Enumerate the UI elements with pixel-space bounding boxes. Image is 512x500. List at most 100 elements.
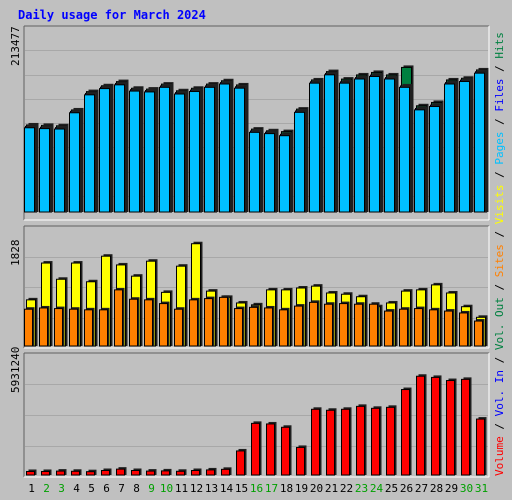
volume-bar <box>26 470 35 476</box>
pages-bar <box>264 133 275 213</box>
legend-separator: / <box>493 416 506 436</box>
volume-bar <box>326 409 335 476</box>
volume-bar <box>461 378 470 476</box>
pages-bar <box>414 109 425 213</box>
pages-bar <box>24 127 35 213</box>
sites-bar <box>24 308 33 347</box>
x-tick-label: 6 <box>103 482 110 495</box>
legend-item: Sites <box>493 244 506 277</box>
sites-bar <box>339 303 348 347</box>
x-tick-label: 28 <box>430 482 443 495</box>
sites-bar <box>54 308 63 347</box>
x-tick-label: 24 <box>370 482 384 495</box>
volume-bar <box>131 470 140 476</box>
x-tick-label: 25 <box>385 482 398 495</box>
volume-bar <box>41 470 50 476</box>
pages-bar <box>369 76 380 213</box>
volume-bar <box>416 375 425 476</box>
x-tick-label: 7 <box>118 482 125 495</box>
pages-bar <box>39 128 50 213</box>
x-tick-label: 14 <box>220 482 234 495</box>
sites-bar <box>474 320 483 347</box>
x-tick-label: 5 <box>88 482 95 495</box>
legend-item: Vol. Out <box>493 297 506 350</box>
legend-item: Vol. In <box>493 370 506 416</box>
sites-bar <box>39 307 48 347</box>
x-tick-label: 4 <box>73 482 80 495</box>
legend-item: Files <box>493 79 506 112</box>
volume-bar <box>266 423 275 476</box>
volume-bar <box>401 389 410 476</box>
x-tick-label: 3 <box>58 482 65 495</box>
legend-separator: / <box>493 277 506 297</box>
sites-bar <box>399 308 408 347</box>
volume-bar <box>206 469 215 476</box>
x-axis-day-labels: 1 2 3 4 5 6 7 8 9 10 11 12 13 14 15 16 17 18 19 20 21 22 23 24 2… <box>28 482 488 495</box>
sites-bar <box>444 310 453 347</box>
volume-bar <box>56 470 65 476</box>
pages-bar <box>54 128 65 213</box>
pages-bar <box>129 90 140 213</box>
x-tick-label: 31 <box>475 482 488 495</box>
sites-bar <box>84 309 93 347</box>
y-axis-max-label: 1828 <box>9 240 22 267</box>
volume-bar <box>371 407 380 476</box>
pages-bar <box>189 91 200 213</box>
sites-bar <box>294 305 303 347</box>
sites-bar <box>234 308 243 347</box>
volume-bar <box>146 470 155 476</box>
x-tick-label: 29 <box>445 482 458 495</box>
pages-bar <box>309 82 320 213</box>
x-tick-label: 20 <box>310 482 323 495</box>
sites-bar <box>369 303 378 347</box>
volume-bar <box>311 408 320 476</box>
volume-bar <box>281 426 290 476</box>
x-tick-label: 10 <box>160 482 173 495</box>
legend-separator: / <box>493 112 506 132</box>
x-tick-label: 23 <box>355 482 368 495</box>
pages-bar <box>114 84 125 213</box>
sites-bar <box>264 307 273 347</box>
sites-bar <box>159 303 168 347</box>
legend-separator: / <box>493 224 506 244</box>
pages-bar <box>219 83 230 213</box>
volume-bar <box>176 470 185 476</box>
sites-bar <box>429 309 438 347</box>
x-tick-label: 22 <box>340 482 353 495</box>
pages-bar <box>204 86 215 213</box>
x-tick-label: 8 <box>133 482 140 495</box>
volume-bar <box>71 470 80 476</box>
volume-bar <box>356 405 365 476</box>
legend-item: Pages <box>493 132 506 165</box>
legend-item: Hits <box>493 32 506 59</box>
pages-bar <box>99 88 110 213</box>
pages-bar <box>159 86 170 213</box>
x-tick-label: 1 <box>28 482 35 495</box>
x-tick-label: 19 <box>295 482 308 495</box>
legend-separator: / <box>493 350 506 370</box>
volume-bar <box>431 376 440 476</box>
sites-bar <box>279 309 288 347</box>
sites-bar <box>129 298 138 347</box>
x-tick-label: 13 <box>205 482 218 495</box>
sites-bar <box>69 308 78 347</box>
x-tick-label: 17 <box>265 482 278 495</box>
sites-bar <box>219 296 228 347</box>
x-tick-label: 18 <box>280 482 293 495</box>
chart-title: Daily usage for March 2024 <box>18 8 206 22</box>
volume-bar <box>251 422 260 476</box>
x-tick-label: 11 <box>175 482 188 495</box>
legend-separator: / <box>493 59 506 79</box>
x-tick-label: 26 <box>400 482 413 495</box>
pages-bar <box>69 112 80 213</box>
volume-bar <box>221 468 230 476</box>
volume-bar <box>386 406 395 476</box>
sites-bar <box>99 309 108 347</box>
sites-bar <box>384 310 393 347</box>
volume-bar <box>191 470 200 476</box>
sites-bar <box>189 299 198 347</box>
volume-bar <box>296 446 305 476</box>
pages-bar <box>384 78 395 213</box>
x-tick-label: 9 <box>148 482 155 495</box>
